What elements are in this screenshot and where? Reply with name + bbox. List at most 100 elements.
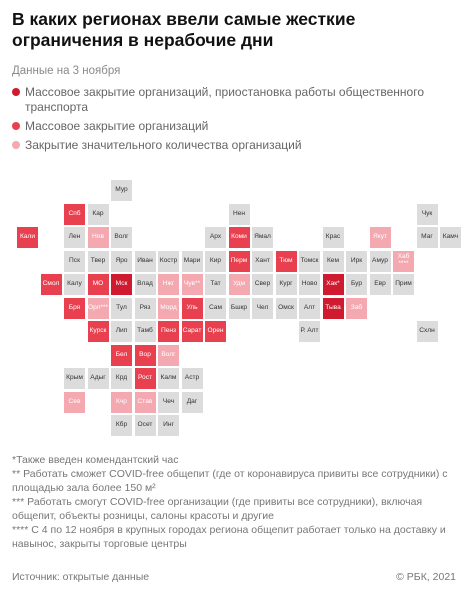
region-tile-content: Лен bbox=[69, 234, 81, 241]
region-tile-content: Бря bbox=[68, 303, 81, 312]
region-label: Калу bbox=[67, 280, 82, 288]
region-tile: Став bbox=[134, 391, 156, 413]
region-label: Твер bbox=[90, 256, 106, 264]
region-tile-content: Кчр bbox=[116, 397, 127, 406]
region-tile-content: Астр bbox=[185, 375, 199, 382]
region-tile-content: Влад bbox=[137, 281, 153, 288]
footnote-curfew: *Также введен комендантский час bbox=[12, 454, 179, 466]
region-tile: Тул bbox=[111, 297, 132, 319]
region-tile: Мари bbox=[181, 250, 203, 272]
region-label: Морд bbox=[160, 303, 177, 311]
region-label: Чув** bbox=[183, 280, 201, 288]
region-label: Якут bbox=[372, 233, 388, 241]
region-label: Вор bbox=[139, 350, 151, 358]
region-tile: Адыг bbox=[87, 368, 109, 389]
region-tile: Кург bbox=[275, 274, 297, 295]
region-label: Кбр bbox=[115, 421, 128, 429]
region-tile-content: Амур bbox=[372, 257, 388, 265]
region-tile: Свер bbox=[252, 274, 273, 295]
region-label: Волг bbox=[114, 233, 129, 241]
region-tile: Тат bbox=[205, 274, 226, 295]
region-tile: Осет bbox=[134, 415, 156, 436]
region-tile-content: Чук bbox=[422, 210, 433, 218]
region-tile: Бел bbox=[111, 344, 132, 366]
region-label: Кали bbox=[19, 233, 36, 241]
region-tile: Ряз bbox=[134, 297, 156, 319]
region-label: Хант bbox=[255, 256, 270, 264]
region-tile-content: Сам bbox=[209, 304, 222, 312]
region-label: Ямал bbox=[254, 233, 271, 241]
region-tile: Ирк bbox=[346, 250, 367, 272]
region-tile: Мск bbox=[111, 274, 132, 295]
region-label: Рост bbox=[137, 374, 153, 382]
region-tile: Калм bbox=[158, 368, 179, 389]
region-tile: Якут bbox=[369, 227, 391, 248]
region-tile-content: Волг bbox=[161, 351, 175, 359]
data-date-subtitle: Данные на 3 ноября bbox=[12, 65, 121, 77]
region-tile-content: Ямал bbox=[254, 234, 271, 241]
chart-title: В каких регионах ввели самые жесткие огр… bbox=[12, 9, 356, 50]
region-tile-content: Чув** bbox=[184, 281, 200, 288]
region-label: МО bbox=[92, 280, 104, 288]
region-label: Спб bbox=[68, 209, 81, 217]
region-label: Сарат bbox=[182, 327, 202, 335]
region-tile: Пск bbox=[64, 250, 85, 272]
region-label: Тамб bbox=[137, 327, 153, 335]
region-tile: Мур bbox=[111, 180, 132, 201]
region-tile-content: Схлн bbox=[419, 328, 435, 335]
region-tile-content: Бшкр bbox=[231, 304, 247, 312]
region-label: Осет bbox=[137, 421, 153, 429]
region-tile: Орл*** bbox=[87, 297, 109, 319]
region-label: Бря bbox=[68, 303, 81, 311]
region-tile: Влад bbox=[134, 274, 156, 295]
region-tile: Нен bbox=[228, 203, 250, 225]
region-label: Заб bbox=[350, 303, 363, 311]
region-tile: Нжг bbox=[158, 274, 179, 295]
region-tile: Хак* bbox=[322, 274, 344, 295]
region-tile-content: Прим bbox=[395, 281, 412, 288]
region-tile-content: Бел bbox=[116, 351, 128, 359]
region-label: Бур bbox=[350, 280, 363, 288]
region-label: Алт bbox=[303, 303, 316, 311]
region-tile: Курск bbox=[87, 321, 109, 342]
region-label: Костр bbox=[159, 256, 178, 264]
region-tile-content: Яро bbox=[115, 257, 127, 265]
region-tile-content: Тюм bbox=[279, 257, 292, 265]
region-tile: Смол bbox=[40, 274, 62, 295]
region-tile: Лип bbox=[111, 321, 132, 342]
region-label: Кир bbox=[209, 256, 222, 264]
region-tile-content: Даг bbox=[187, 398, 198, 406]
region-label: Тыва bbox=[325, 303, 341, 311]
region-tile-content: Тул bbox=[116, 304, 127, 312]
region-tile-content: Орл*** bbox=[88, 304, 108, 312]
region-label: Кчр bbox=[116, 397, 127, 405]
region-footnote-marker: **** bbox=[398, 260, 409, 267]
region-tile-content: Мур bbox=[115, 187, 127, 194]
region-tile-content: Кали bbox=[20, 234, 35, 241]
region-tile: Кчр bbox=[111, 391, 132, 413]
legend-label: Массовое закрытие организаций, приостано… bbox=[25, 85, 425, 114]
region-tile-content: Инг bbox=[163, 422, 174, 429]
region-tile: Коми bbox=[228, 227, 250, 248]
region-tile-content: Мск bbox=[116, 281, 128, 288]
region-tile: Даг bbox=[181, 391, 203, 413]
region-tile: Бшкр bbox=[228, 297, 250, 319]
region-label: Тат bbox=[210, 280, 221, 288]
region-label: Калм bbox=[160, 374, 177, 382]
region-tile-content: Перм bbox=[231, 257, 248, 265]
region-tile: Алт bbox=[299, 297, 320, 319]
region-tile-content: Якут bbox=[373, 234, 387, 241]
region-tile-content: Томск bbox=[301, 257, 319, 265]
region-tile-content: Нен bbox=[233, 210, 245, 218]
region-tile-content: Кбр bbox=[116, 422, 127, 429]
region-tile: Рост bbox=[134, 368, 156, 389]
region-tile: Перм bbox=[228, 250, 250, 272]
region-tile-content: Тат bbox=[210, 281, 220, 288]
region-tile: Хаб **** bbox=[393, 250, 414, 272]
region-tile-content: Хаб **** bbox=[398, 254, 410, 267]
region-label: Мари bbox=[183, 256, 201, 264]
source-label: Источник: открытые данные bbox=[12, 571, 150, 583]
legend-item-level-1: Закрытие значительного количества органи… bbox=[12, 138, 462, 153]
region-tile-content: Арх bbox=[210, 234, 221, 241]
region-tile: Схлн bbox=[416, 321, 438, 342]
